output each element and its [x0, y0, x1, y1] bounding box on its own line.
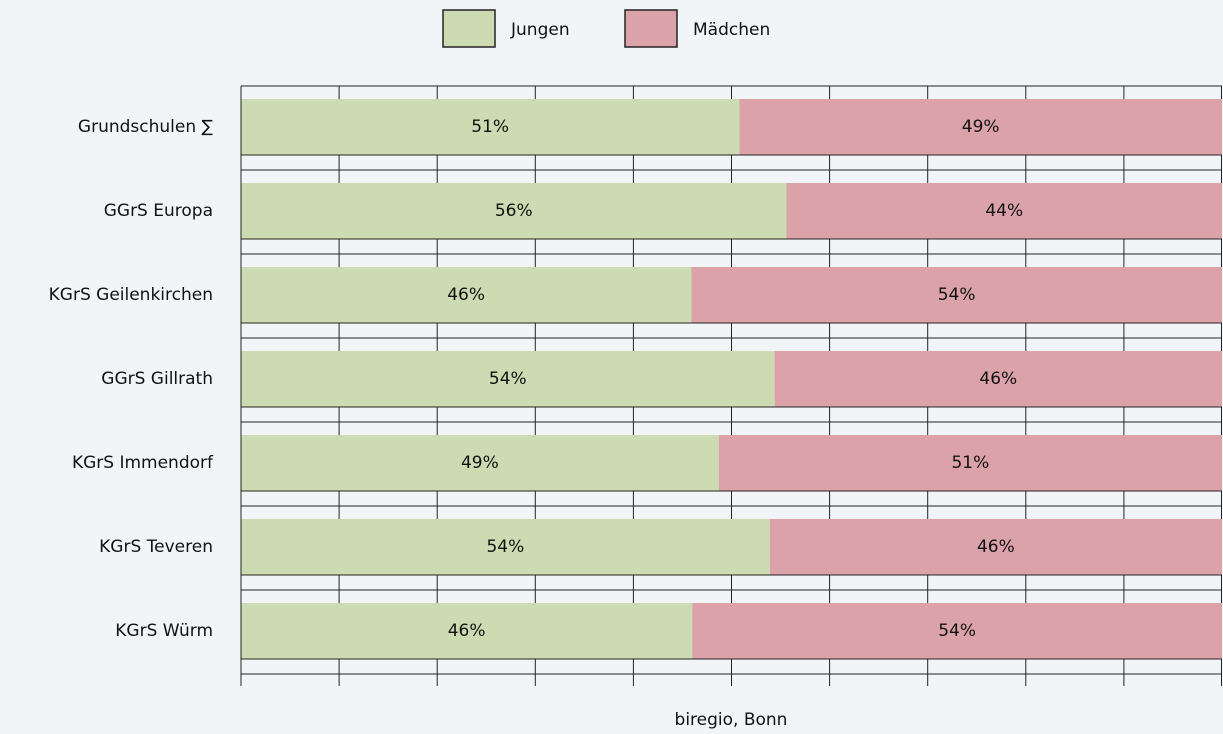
bar-segment: [769, 519, 1222, 575]
y-tick-label: KGrS Teveren: [99, 537, 213, 557]
value-label: 46%: [447, 285, 485, 305]
y-tick-label: GGrS Gillrath: [101, 369, 213, 389]
value-label: 46%: [979, 369, 1017, 389]
bar-segment: [241, 351, 775, 407]
value-label: 51%: [471, 117, 509, 137]
y-tick-label: GGrS Europa: [104, 201, 213, 221]
y-tick-label: KGrS Geilenkirchen: [49, 285, 213, 305]
value-label: 54%: [489, 369, 527, 389]
legend-label: Jungen: [510, 20, 570, 40]
value-label: 56%: [495, 201, 533, 221]
source: biregio, Bonn: [675, 710, 788, 730]
value-label: 46%: [448, 621, 486, 641]
y-tick-label: KGrS Würm: [115, 621, 213, 641]
bar-segment: [241, 99, 740, 155]
value-label: 49%: [461, 453, 499, 473]
value-label: 49%: [962, 117, 1000, 137]
y-tick-label: KGrS Immendorf: [72, 453, 214, 473]
bar-segment: [241, 267, 692, 323]
value-label: 44%: [985, 201, 1023, 221]
value-label: 46%: [977, 537, 1015, 557]
bar-segment: [241, 183, 787, 239]
bar-segment: [241, 603, 693, 659]
legend-label: Mädchen: [693, 20, 770, 40]
bar-segment: [774, 351, 1222, 407]
value-label: 54%: [486, 537, 524, 557]
bar-segment: [241, 519, 770, 575]
value-label: 54%: [938, 285, 976, 305]
legend-swatch: [442, 9, 496, 48]
y-tick-label: Grundschulen ∑: [78, 117, 214, 137]
bar-segment: [692, 603, 1222, 659]
bar-segment: [786, 183, 1222, 239]
legend-swatch: [624, 9, 678, 48]
value-label: 51%: [951, 453, 989, 473]
bar-segment: [718, 435, 1222, 491]
bar-segment: [691, 267, 1222, 323]
bar-segment: [241, 435, 719, 491]
bar-segment: [739, 99, 1222, 155]
value-label: 54%: [938, 621, 976, 641]
